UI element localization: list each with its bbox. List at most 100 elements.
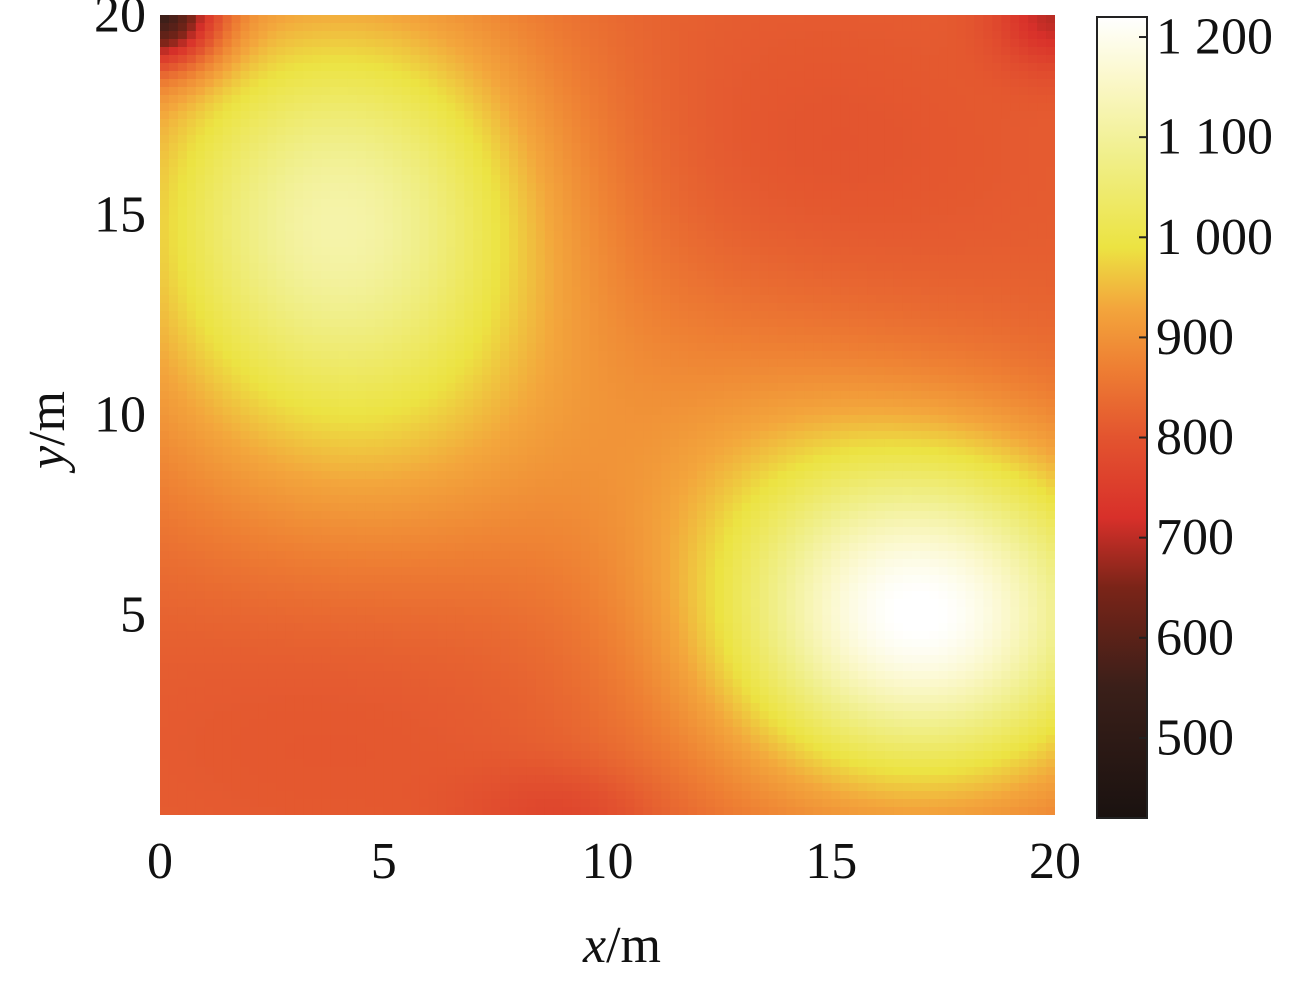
heatmap-cell (759, 399, 770, 408)
heatmap-cell (723, 191, 734, 200)
heatmap-cell (840, 399, 850, 408)
heatmap-cell (858, 87, 868, 96)
heatmap-cell (455, 375, 465, 384)
heatmap-cell (580, 175, 591, 184)
heatmap-cell (911, 159, 922, 168)
heatmap-cell (831, 79, 841, 88)
heatmap-cell (222, 215, 233, 224)
heatmap-cell (983, 247, 993, 256)
heatmap-cell (840, 71, 850, 80)
heatmap-cell (392, 223, 403, 232)
heatmap-cell (312, 23, 322, 32)
heatmap-cell (643, 151, 653, 160)
heatmap-cell (759, 55, 770, 64)
heatmap-cell (893, 71, 904, 80)
heatmap-cell (231, 199, 242, 208)
heatmap-cell (947, 199, 958, 208)
heatmap-cell (697, 39, 707, 48)
heatmap-cell (723, 391, 734, 400)
heatmap-cell (813, 271, 823, 280)
heatmap-cell (831, 239, 841, 248)
heatmap-cell (562, 295, 573, 304)
heatmap-cell (428, 375, 439, 384)
heatmap-cell (688, 223, 698, 232)
heatmap-cell (938, 199, 949, 208)
heatmap-cell (240, 311, 251, 320)
heatmap-cell (723, 167, 734, 176)
heatmap-cell (1037, 327, 1047, 336)
heatmap-cell (741, 47, 752, 56)
heatmap-cell (419, 263, 430, 272)
heatmap-cell (1028, 279, 1038, 288)
heatmap-cell (723, 223, 734, 232)
heatmap-cell (240, 183, 251, 192)
heatmap-cell (688, 175, 698, 184)
heatmap-cell (750, 287, 761, 296)
heatmap-cell (831, 311, 841, 320)
heatmap-cell (249, 279, 260, 288)
heatmap-cell (893, 247, 904, 256)
heatmap-cell (804, 367, 814, 376)
heatmap-cell (312, 367, 322, 376)
heatmap-cell (1010, 295, 1020, 304)
heatmap-cell (840, 367, 850, 376)
heatmap-cell (526, 47, 537, 56)
heatmap-cell (929, 287, 940, 296)
heatmap-cell (652, 79, 662, 88)
heatmap-cell (777, 175, 788, 184)
heatmap-cell (401, 87, 412, 96)
heatmap-cell (580, 47, 591, 56)
heatmap-cell (849, 223, 859, 232)
heatmap-cell (204, 151, 215, 160)
heatmap-cell (723, 287, 734, 296)
heatmap-cell (902, 39, 913, 48)
heatmap-cell (768, 319, 779, 328)
heatmap-cell (867, 383, 877, 392)
heatmap-cell (956, 111, 967, 120)
heatmap-cell (276, 255, 286, 264)
heatmap-cell (929, 247, 940, 256)
heatmap-cell (1001, 215, 1011, 224)
heatmap-cell (526, 143, 537, 152)
heatmap-cell (410, 47, 421, 56)
heatmap-cell (876, 103, 886, 112)
heatmap-cell (267, 119, 277, 128)
heatmap-cell (1001, 279, 1011, 288)
heatmap-cell (330, 167, 340, 176)
heatmap-cell (697, 55, 707, 64)
heatmap-cell (374, 63, 385, 72)
heatmap-cell (607, 239, 618, 248)
heatmap-cell (222, 159, 233, 168)
heatmap-cell (1028, 391, 1038, 400)
heatmap-cell (160, 231, 170, 240)
heatmap-cell (965, 319, 976, 328)
heatmap-cell (956, 319, 967, 328)
heatmap-cell (822, 335, 832, 344)
heatmap-cell (634, 127, 644, 136)
heatmap-cell (294, 143, 304, 152)
heatmap-cell (867, 359, 877, 368)
heatmap-cell (562, 47, 573, 56)
heatmap-cell (580, 207, 591, 216)
heatmap-cell (168, 271, 179, 280)
heatmap-cell (920, 343, 931, 352)
heatmap-cell (356, 263, 367, 272)
heatmap-cell (1001, 47, 1011, 56)
heatmap-cell (1001, 207, 1011, 216)
heatmap-cell (518, 15, 528, 24)
heatmap-cell (231, 375, 242, 384)
heatmap-cell (992, 63, 1002, 72)
heatmap-cell (285, 239, 295, 248)
heatmap-cell (482, 263, 492, 272)
heatmap-cell (553, 223, 564, 232)
heatmap-cell (688, 375, 698, 384)
heatmap-cell (186, 175, 197, 184)
heatmap-cell (661, 183, 671, 192)
heatmap-cell (741, 143, 752, 152)
heatmap-cell (867, 295, 877, 304)
heatmap-cell (204, 287, 215, 296)
heatmap-cell (464, 319, 474, 328)
heatmap-cell (983, 287, 993, 296)
heatmap-cell (356, 143, 367, 152)
heatmap-cell (562, 263, 573, 272)
